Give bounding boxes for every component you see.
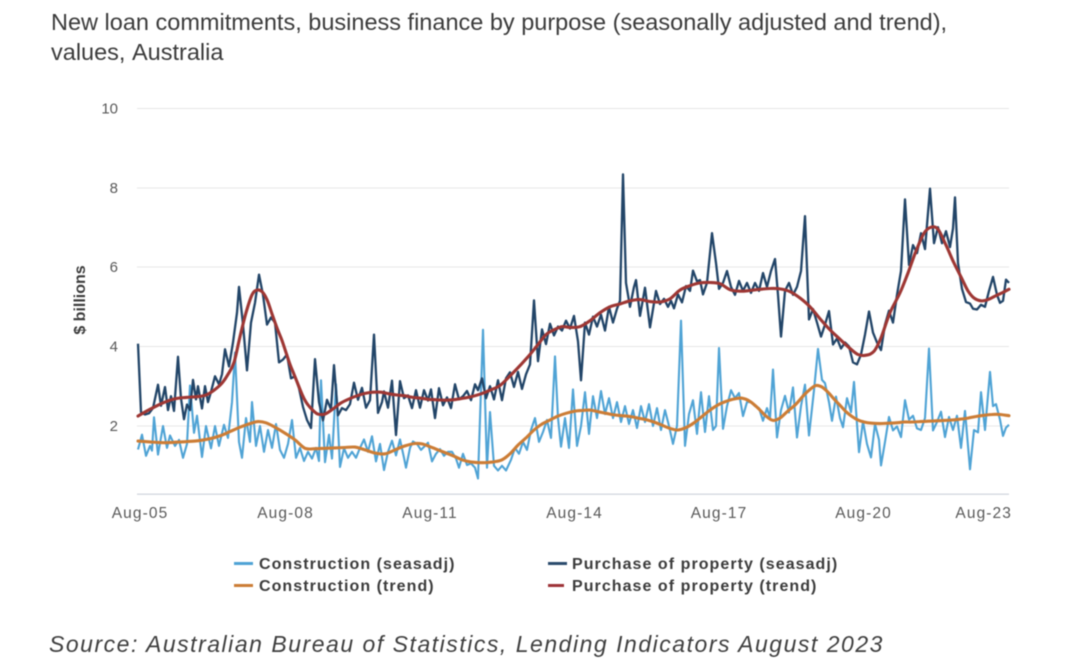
svg-text:Aug-08: Aug-08 (257, 505, 314, 522)
svg-text:Purchase of property (seasadj): Purchase of property (seasadj) (572, 556, 838, 573)
svg-text:Aug-11: Aug-11 (402, 505, 457, 522)
svg-text:4: 4 (110, 339, 118, 356)
svg-text:10: 10 (101, 101, 118, 118)
svg-text:2: 2 (110, 418, 118, 435)
svg-text:Construction (trend): Construction (trend) (259, 578, 435, 595)
svg-text:Aug-05: Aug-05 (112, 505, 169, 522)
svg-text:Aug-14: Aug-14 (546, 505, 603, 522)
svg-text:Aug-20: Aug-20 (835, 505, 892, 522)
svg-text:Purchase of property (trend): Purchase of property (trend) (572, 578, 817, 595)
svg-text:6: 6 (110, 259, 118, 276)
svg-text:Aug-17: Aug-17 (691, 505, 748, 522)
svg-text:$ billions: $ billions (72, 265, 89, 334)
svg-text:8: 8 (110, 180, 118, 197)
svg-text:Aug-23: Aug-23 (955, 505, 1012, 522)
svg-text:Construction (seasadj): Construction (seasadj) (259, 556, 455, 573)
